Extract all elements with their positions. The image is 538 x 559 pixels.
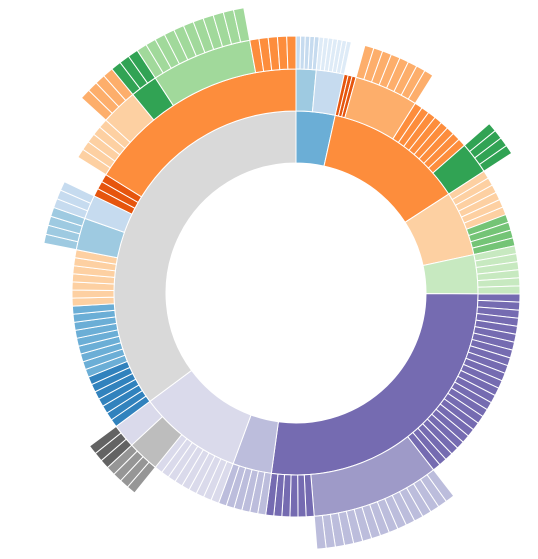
leaf-segment [297,474,307,518]
leaf-segment [71,289,115,299]
leaf-segment [276,35,289,71]
leaf-segment [477,285,521,295]
leaf-segment [286,35,297,70]
